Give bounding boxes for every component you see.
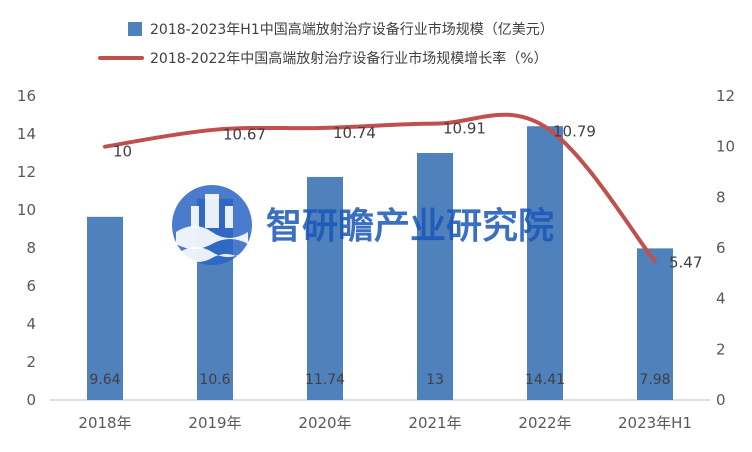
- y-left-tick-label: 4: [26, 315, 36, 333]
- line-series: [103, 112, 657, 264]
- legend: 2018-2023年H1中国高端放射治疗设备行业市场规模（亿美元） 2018-2…: [98, 21, 554, 67]
- bar-data-labels: 9.64 10.6 11.74 13 14.41 7.98: [89, 372, 670, 388]
- legend-bar-label: 2018-2023年H1中国高端放射治疗设备行业市场规模（亿美元）: [150, 21, 554, 38]
- x-tick-label: 2019年: [188, 414, 241, 432]
- line-data-labels: 10 10.67 10.74 10.91 10.79 5.47: [113, 120, 702, 272]
- legend-line-label: 2018-2022年中国高端放射治疗设备行业市场规模增长率（%）: [150, 50, 548, 67]
- line-data-label: 5.47: [669, 253, 702, 271]
- line-data-label: 10.67: [223, 126, 266, 144]
- y-right-tick-label: 12: [716, 87, 735, 105]
- y-left-tick-label: 6: [26, 277, 36, 295]
- x-tick-label: 2018年: [78, 414, 131, 432]
- line-data-label: 10.74: [333, 124, 376, 142]
- y-left-tick-label: 12: [17, 163, 36, 181]
- bar-data-label: 10.6: [199, 372, 230, 388]
- x-tick-label: 2022年: [518, 414, 571, 432]
- bar: [417, 153, 453, 400]
- bar: [87, 216, 123, 400]
- line-data-label: 10: [113, 143, 132, 161]
- line-data-label: 10.79: [553, 123, 596, 141]
- y-left-tick-label: 0: [26, 391, 36, 409]
- y-left-tick-label: 16: [17, 87, 36, 105]
- watermark-text: 智研瞻产业研究院: [266, 206, 554, 247]
- bar: [527, 126, 563, 401]
- left-axis: 0 2 4 6 8 10 12 14 16: [17, 87, 36, 409]
- watermark: 智研瞻产业研究院: [172, 185, 554, 265]
- bar: [637, 248, 673, 400]
- right-axis: 0 2 4 6 8 10 12: [716, 87, 735, 409]
- growth-rate-line: [103, 112, 657, 264]
- y-right-tick-label: 10: [716, 138, 735, 156]
- bar-data-label: 13: [426, 372, 444, 388]
- y-right-tick-label: 0: [716, 391, 726, 409]
- bar-data-label: 14.41: [525, 372, 565, 388]
- x-tick-label: 2023年H1: [618, 414, 692, 432]
- x-axis: 2018年 2019年 2020年 2021年 2022年 2023年H1: [78, 414, 692, 432]
- company-logo-icon: [172, 185, 252, 265]
- y-right-tick-label: 2: [716, 340, 726, 358]
- y-left-tick-label: 2: [26, 353, 36, 371]
- legend-bar-swatch: [128, 22, 142, 36]
- y-left-tick-label: 8: [26, 239, 36, 257]
- line-data-label: 10.91: [443, 120, 486, 138]
- x-tick-label: 2020年: [298, 414, 351, 432]
- y-left-tick-label: 14: [17, 125, 36, 143]
- bar-data-label: 9.64: [89, 372, 120, 388]
- bar-data-label: 11.74: [305, 372, 345, 388]
- x-tick-label: 2021年: [408, 414, 461, 432]
- y-right-tick-label: 4: [716, 290, 726, 308]
- bar: [307, 176, 343, 400]
- bar-data-label: 7.98: [639, 372, 670, 388]
- y-right-tick-label: 6: [716, 239, 726, 257]
- y-left-tick-label: 10: [17, 201, 36, 219]
- y-right-tick-label: 8: [716, 188, 726, 206]
